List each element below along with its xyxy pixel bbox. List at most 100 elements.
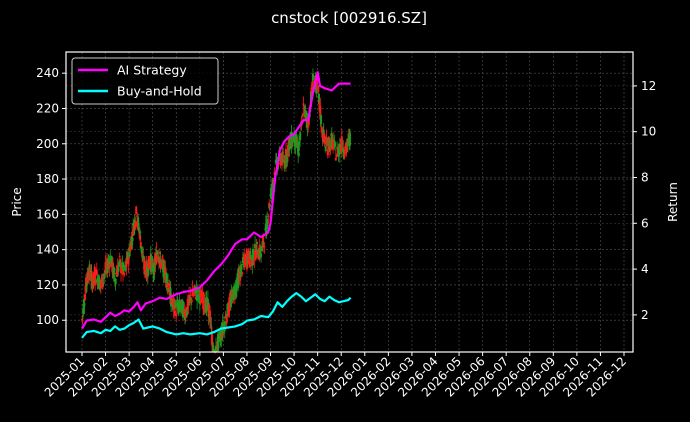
candle-body bbox=[265, 219, 268, 236]
candle-body bbox=[121, 262, 124, 268]
candle-body bbox=[322, 134, 325, 143]
candle-body bbox=[262, 236, 265, 247]
candle-body bbox=[195, 288, 198, 294]
candle-body bbox=[95, 280, 98, 283]
candle-body bbox=[254, 244, 257, 249]
candle-body bbox=[260, 253, 263, 257]
candle-body bbox=[239, 267, 242, 278]
candle-body bbox=[106, 266, 109, 274]
candle-body bbox=[330, 132, 333, 149]
candle-body bbox=[244, 254, 247, 257]
candle-body bbox=[103, 274, 106, 277]
candle-body bbox=[192, 291, 195, 295]
candle-body bbox=[288, 141, 291, 151]
y-tick-label: 220 bbox=[36, 101, 59, 115]
candle-body bbox=[332, 139, 335, 147]
candle-body bbox=[156, 252, 159, 255]
candle-body bbox=[241, 272, 244, 275]
candle-body bbox=[177, 306, 180, 314]
candle-body bbox=[231, 302, 234, 304]
candle-body bbox=[123, 273, 126, 275]
candle-body bbox=[110, 255, 113, 264]
y2-tick-label: 2 bbox=[641, 308, 649, 322]
candle-body bbox=[210, 333, 213, 346]
candle-body bbox=[166, 275, 169, 288]
candle-body bbox=[188, 297, 191, 299]
candle-body bbox=[90, 270, 93, 273]
candle-body bbox=[124, 266, 127, 271]
candle-body bbox=[294, 145, 297, 148]
candle-body bbox=[333, 140, 336, 142]
candle-body bbox=[81, 315, 84, 317]
candle-body bbox=[87, 278, 90, 280]
candle-body bbox=[146, 266, 149, 272]
candle-body bbox=[210, 325, 213, 327]
y-tick-label: 120 bbox=[36, 278, 59, 292]
candle-body bbox=[212, 345, 215, 352]
candle-body bbox=[181, 303, 184, 318]
candle-body bbox=[302, 103, 305, 106]
candle-body bbox=[129, 246, 132, 252]
candle-body bbox=[252, 248, 255, 264]
candle-body bbox=[200, 298, 203, 304]
candle-body bbox=[173, 310, 176, 317]
candle-body bbox=[91, 283, 94, 287]
candle-body bbox=[131, 232, 134, 237]
candle-body bbox=[160, 262, 163, 264]
candle-body bbox=[208, 305, 211, 315]
y2-tick-label: 12 bbox=[641, 79, 656, 93]
candle-body bbox=[266, 219, 269, 222]
candle-body bbox=[105, 265, 108, 270]
candle-body bbox=[346, 145, 349, 147]
candle-body bbox=[122, 264, 125, 271]
candle-body bbox=[255, 244, 258, 258]
candle-body bbox=[188, 294, 191, 304]
candle-body bbox=[337, 148, 340, 157]
candle-body bbox=[137, 217, 140, 222]
candle-body bbox=[178, 299, 181, 309]
candle-body bbox=[190, 299, 193, 302]
candle-body bbox=[95, 270, 98, 276]
candle-body bbox=[284, 164, 287, 166]
candle-body bbox=[149, 253, 152, 266]
candle-body bbox=[282, 155, 285, 157]
candle-body bbox=[194, 296, 197, 299]
candle-body bbox=[82, 303, 85, 315]
candle-body bbox=[271, 179, 274, 187]
candle-body bbox=[326, 144, 329, 146]
candle-body bbox=[241, 257, 244, 264]
candle-body bbox=[242, 261, 245, 263]
candle-body bbox=[248, 264, 251, 268]
candle-body bbox=[303, 106, 306, 108]
candle-body bbox=[320, 115, 323, 125]
candle-body bbox=[260, 246, 263, 252]
legend-label-ai-strategy: AI Strategy bbox=[117, 63, 187, 78]
candle-body bbox=[122, 269, 125, 276]
candle-body bbox=[172, 298, 175, 310]
candle-body bbox=[301, 115, 304, 117]
y2-tick-label: 10 bbox=[641, 125, 656, 139]
candle-body bbox=[217, 332, 220, 343]
candle-body bbox=[326, 149, 329, 156]
candle-body bbox=[346, 138, 349, 146]
candle-body bbox=[200, 290, 203, 292]
candle-body bbox=[189, 295, 192, 297]
candle-body bbox=[87, 274, 90, 278]
candle-body bbox=[152, 262, 155, 280]
candle-body bbox=[201, 292, 204, 301]
candle-body bbox=[126, 252, 129, 262]
candle-body bbox=[223, 322, 226, 331]
candle-body bbox=[140, 246, 143, 254]
candle-body bbox=[185, 315, 188, 317]
candle-body bbox=[142, 266, 145, 269]
candle-body bbox=[319, 106, 322, 120]
candle-body bbox=[173, 299, 176, 304]
candle-body bbox=[132, 223, 135, 226]
candle-body bbox=[179, 304, 182, 311]
candle-body bbox=[101, 282, 104, 285]
candle-body bbox=[289, 136, 292, 142]
candle-body bbox=[124, 265, 127, 268]
candle-body bbox=[162, 260, 165, 278]
candle-body bbox=[164, 267, 167, 281]
candle-body bbox=[160, 259, 163, 263]
